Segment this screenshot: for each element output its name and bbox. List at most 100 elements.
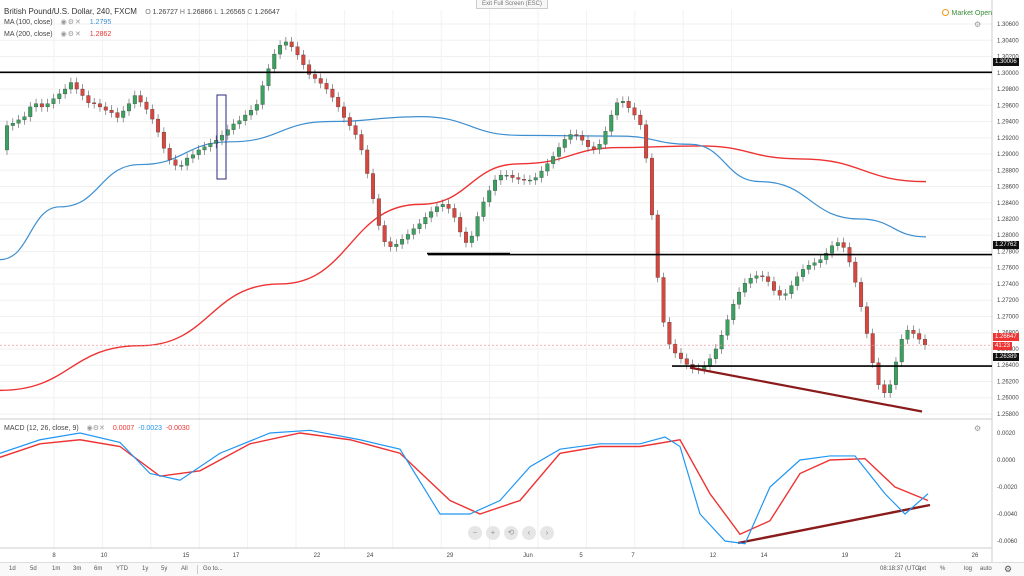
tf-1m[interactable]: 1m — [52, 566, 61, 572]
candle-body — [766, 276, 771, 282]
ext-toggle[interactable]: ext — [918, 566, 927, 572]
candle-body — [51, 98, 56, 104]
macd-tick-label: -0.0040 — [997, 512, 1018, 518]
time-tick-label: 10 — [101, 553, 108, 559]
candle-body — [713, 348, 718, 359]
price-tick-label: 1.26200 — [997, 379, 1019, 385]
candle-body — [481, 201, 486, 217]
tf-1y[interactable]: 1y — [142, 566, 149, 572]
legend-buttons-icon[interactable]: ◉⚙✕ — [60, 31, 82, 38]
candle-body — [28, 106, 33, 117]
candle-body — [371, 173, 375, 199]
candle-body — [405, 234, 410, 240]
time-tick-label: Jun — [523, 553, 533, 559]
candle-body — [557, 147, 561, 157]
tf-5y[interactable]: 5y — [161, 566, 168, 572]
zoom-out-icon[interactable]: − — [468, 526, 482, 540]
time-tick-label: 24 — [367, 553, 374, 559]
scroll-right-icon[interactable]: › — [540, 526, 554, 540]
macd-trendline[interactable] — [737, 503, 931, 545]
trend-lines[interactable] — [689, 366, 931, 545]
candle-body — [551, 156, 556, 164]
ma200-path — [0, 145, 927, 392]
exit-fullscreen-button[interactable]: Exit Full Screen (ESC) — [476, 0, 548, 9]
candle-body — [301, 54, 306, 65]
horizontal-lines[interactable] — [0, 71, 992, 367]
candle-body — [307, 64, 312, 75]
candle-body — [312, 74, 317, 79]
candle-body — [57, 93, 62, 99]
utc-clock[interactable]: 08:18:37 (UTC) — [880, 566, 922, 572]
ohlc-readout: O 1.26727 H 1.26866 L 1.26565 C 1.26647 — [145, 9, 280, 16]
candle-body — [917, 333, 922, 340]
candle-body — [568, 134, 573, 140]
auto-toggle[interactable]: auto — [980, 566, 992, 572]
tf-ytd[interactable]: YTD — [116, 566, 128, 572]
candle-body — [545, 163, 550, 172]
candle-body — [249, 110, 253, 116]
ma200-legend[interactable]: MA (200, close) ◉⚙✕ 1.2862 — [4, 31, 112, 38]
candle-body — [185, 157, 190, 166]
chart-settings-icon[interactable]: ⚙ — [974, 20, 982, 29]
chart-canvas[interactable]: 1.30600 1.30400 1.30200 1.30000 1.29800 1.296… — [0, 0, 1024, 562]
candle-body — [859, 282, 864, 307]
highlight-box[interactable] — [216, 94, 227, 180]
price-trendline[interactable] — [689, 366, 923, 413]
divider — [197, 565, 198, 574]
candle-body — [876, 362, 881, 385]
pane-settings-icon[interactable]: ⚙ — [974, 424, 982, 433]
tf-1d[interactable]: 1d — [9, 566, 16, 572]
price-axis[interactable]: 1.30600 1.30400 1.30200 1.30000 1.29800 1.296… — [997, 22, 1019, 545]
candle-body — [789, 285, 794, 294]
clock-icon — [941, 9, 949, 16]
price-tick-label: 1.29800 — [997, 87, 1019, 93]
candle-body — [731, 304, 736, 320]
candle-body — [394, 244, 399, 247]
tf-6m[interactable]: 6m — [94, 566, 103, 572]
candle-body — [121, 110, 126, 118]
candle-body — [620, 101, 625, 103]
candle-body — [824, 252, 829, 260]
reset-icon[interactable]: ⟲ — [504, 526, 518, 540]
tf-5d[interactable]: 5d — [30, 566, 37, 572]
settings-gear-icon[interactable]: ⚙ — [1004, 564, 1013, 574]
ma100-line — [0, 116, 927, 261]
candle-body — [893, 361, 898, 385]
time-axis[interactable]: 8 10 15 17 22 24 29 Jun 5 7 12 14 19 21 26 — [52, 553, 979, 559]
legend-buttons-icon[interactable]: ◉⚙✕ — [86, 425, 105, 432]
candle-body — [923, 339, 927, 346]
price-tick-label: 1.28400 — [997, 201, 1019, 207]
tf-3m[interactable]: 3m — [73, 566, 82, 572]
candle-body — [719, 335, 724, 350]
candle-body — [795, 276, 800, 286]
goto-button[interactable]: Go to... — [203, 566, 223, 572]
percent-toggle[interactable]: % — [940, 566, 946, 572]
chart-title: British Pound/U.S. Dollar, 240, FXCM O 1.… — [4, 7, 280, 16]
ma100-legend[interactable]: MA (100, close) ◉⚙✕ 1.2795 — [4, 19, 112, 26]
tf-all[interactable]: All — [181, 566, 188, 572]
candle-body — [649, 157, 654, 216]
price-tick-label: 1.27000 — [997, 314, 1019, 320]
zoom-in-icon[interactable]: + — [486, 526, 500, 540]
candles — [5, 37, 927, 398]
log-toggle[interactable]: log — [964, 566, 973, 572]
macd-legend[interactable]: MACD (12, 26, close, 9) ◉⚙✕ 0.0007 -0.00… — [4, 425, 190, 432]
candle-body — [208, 143, 213, 147]
bottom-toolbar: 1d 5d 1m 3m 6m YTD 1y 5y All Go to... 08… — [0, 562, 1024, 576]
hline-label-top: 1.30006 — [993, 58, 1019, 66]
scroll-left-icon[interactable]: ‹ — [522, 526, 536, 540]
candle-body — [342, 106, 346, 118]
candle-body — [196, 149, 201, 155]
symbol-label[interactable]: British Pound/U.S. Dollar, 240, FXCM — [4, 7, 137, 16]
candle-body — [80, 88, 85, 96]
candle-body — [644, 124, 649, 159]
candle-body — [440, 204, 445, 207]
price-tick-label: 1.27200 — [997, 298, 1019, 304]
price-tick-label: 1.25800 — [997, 412, 1019, 418]
candle-body — [737, 291, 742, 305]
candle-body — [22, 116, 27, 121]
candle-body — [835, 242, 840, 246]
legend-buttons-icon[interactable]: ◉⚙✕ — [60, 19, 82, 26]
candle-body — [580, 135, 585, 141]
